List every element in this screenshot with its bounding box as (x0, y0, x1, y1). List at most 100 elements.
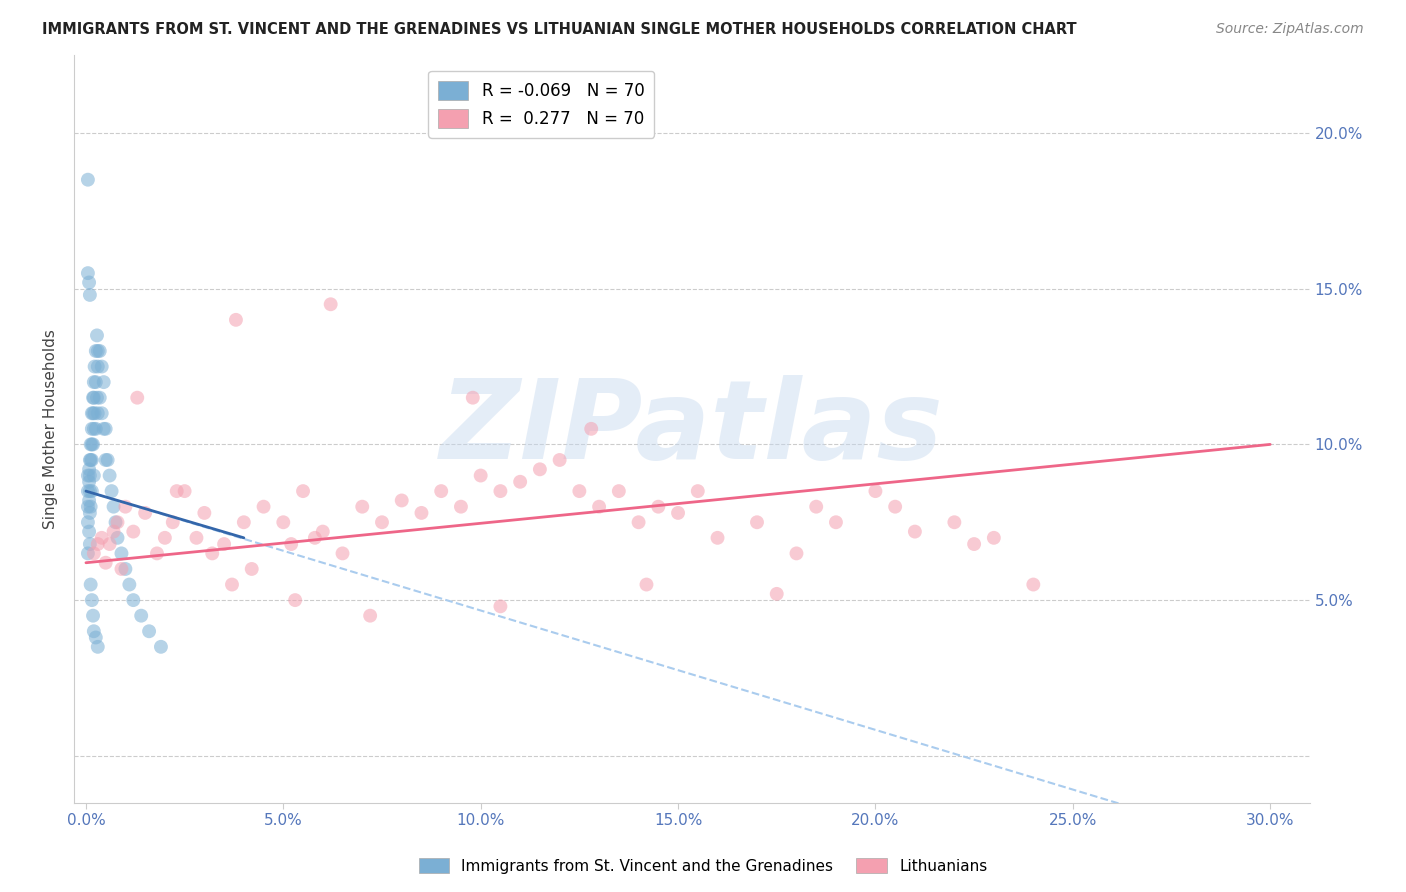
Point (470, 468, 492, 483)
Point (359, 608, 381, 623)
Point (79, 453, 101, 467)
Legend: Immigrants from St. Vincent and the Grenadines, Lithuanians: Immigrants from St. Vincent and the Gren… (412, 852, 994, 880)
Point (103, 524, 125, 539)
Point (87, 359, 110, 374)
Point (686, 484, 709, 499)
Point (304, 531, 326, 545)
Point (240, 562, 263, 576)
Point (186, 531, 208, 545)
Point (77, 475, 100, 489)
Point (865, 484, 887, 499)
Point (93, 422, 115, 436)
Point (579, 422, 602, 436)
Point (114, 500, 136, 514)
Point (77, 172, 100, 186)
Point (79, 468, 101, 483)
Point (87, 537, 110, 551)
Point (84, 343, 107, 358)
Point (79, 537, 101, 551)
Point (80, 437, 103, 451)
Point (110, 562, 132, 576)
Point (221, 577, 243, 591)
Point (77, 515, 100, 529)
Point (94, 422, 117, 436)
Point (83, 546, 105, 560)
Point (134, 506, 156, 520)
Point (77, 462, 100, 476)
Point (77, 276, 100, 290)
Point (114, 562, 136, 576)
Point (107, 515, 129, 529)
Point (79, 506, 101, 520)
Y-axis label: Single Mother Households: Single Mother Households (44, 329, 58, 529)
Point (83, 391, 105, 405)
Point (82, 406, 104, 420)
Point (79, 437, 101, 451)
Point (149, 640, 172, 654)
Point (607, 484, 630, 499)
Point (489, 484, 512, 499)
Point (83, 406, 105, 420)
Point (173, 484, 195, 499)
Point (87, 640, 110, 654)
Point (1022, 577, 1045, 591)
Point (411, 506, 433, 520)
Point (529, 462, 551, 476)
Point (450, 500, 472, 514)
Text: IMMIGRANTS FROM ST. VINCENT AND THE GRENADINES VS LITHUANIAN SINGLE MOTHER HOUSE: IMMIGRANTS FROM ST. VINCENT AND THE GREN… (42, 22, 1077, 37)
Point (87, 406, 110, 420)
Point (107, 531, 129, 545)
Point (79, 500, 101, 514)
Point (588, 500, 610, 514)
Point (201, 546, 224, 560)
Point (509, 475, 531, 489)
Point (86, 391, 108, 405)
Point (77, 484, 100, 499)
Point (745, 515, 768, 529)
Point (90, 531, 112, 545)
Point (193, 506, 215, 520)
Point (319, 297, 342, 311)
Point (98, 468, 121, 483)
Point (77, 500, 100, 514)
Point (90, 359, 112, 374)
Point (785, 546, 807, 560)
Point (146, 546, 169, 560)
Point (166, 484, 188, 499)
Point (461, 391, 484, 405)
Point (83, 624, 105, 639)
Point (83, 468, 105, 483)
Point (127, 391, 149, 405)
Point (77, 493, 100, 508)
Point (963, 537, 986, 551)
Point (104, 515, 127, 529)
Point (332, 546, 354, 560)
Point (232, 515, 254, 529)
Point (284, 593, 307, 607)
Point (80, 422, 103, 436)
Point (122, 524, 145, 539)
Point (86, 328, 108, 343)
Point (162, 515, 184, 529)
Point (352, 500, 374, 514)
Point (371, 515, 394, 529)
Point (90, 406, 112, 420)
Point (943, 515, 966, 529)
Point (84, 631, 107, 645)
Point (568, 484, 591, 499)
Point (312, 524, 335, 539)
Point (84, 375, 107, 389)
Point (87, 343, 110, 358)
Point (153, 531, 176, 545)
Point (77, 468, 100, 483)
Point (83, 359, 105, 374)
Point (79, 453, 101, 467)
Point (97, 453, 120, 467)
Point (84, 422, 107, 436)
Point (280, 537, 302, 551)
Point (666, 506, 689, 520)
Point (100, 484, 122, 499)
Point (77, 266, 100, 280)
Point (118, 577, 141, 591)
Point (636, 577, 658, 591)
